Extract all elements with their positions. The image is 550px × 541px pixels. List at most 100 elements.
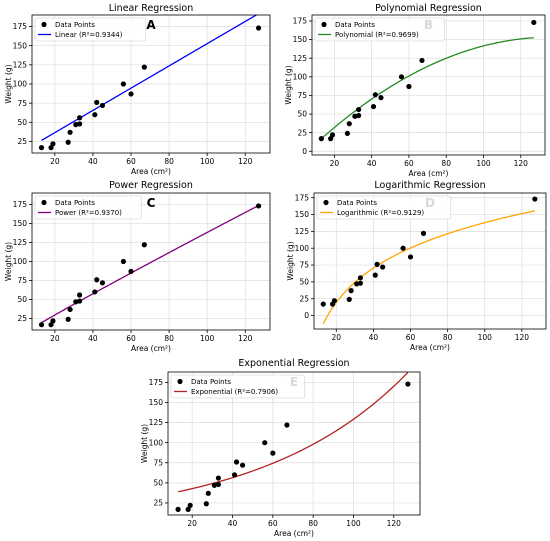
chart-title: Logarithmic Regression — [374, 180, 485, 191]
data-point — [255, 25, 262, 31]
y-tick-label: 75 — [153, 458, 163, 467]
x-tick-label: 120 — [514, 159, 529, 168]
x-axis-label: Area (cm²) — [131, 344, 171, 353]
y-tick-label: 0 — [304, 311, 309, 320]
y-tick-label: 25 — [17, 137, 27, 146]
y-axis-label: Weight (g) — [284, 65, 293, 104]
chart-panel-a: 20 40 60 80 100 120 25 50 75 100 125 150 175 Area (cm… — [4, 3, 271, 176]
legend: Data Points Power (R²=0.9370) — [34, 195, 142, 220]
chart-panel-d: 20 40 60 80 100 120 0 25 50 75 100 125 150 175 Area (c… — [286, 180, 547, 352]
x-axis-label: Area (cm²) — [131, 167, 171, 176]
data-point — [420, 230, 427, 236]
x-tick-label: 20 — [330, 159, 340, 168]
legend-label-points: Data Points — [335, 21, 375, 29]
x-tick-label: 80 — [164, 334, 174, 343]
chart-title: Polynomial Regression — [375, 3, 482, 14]
y-tick-label: 75 — [17, 276, 27, 285]
data-point — [239, 462, 246, 468]
x-tick-label: 120 — [515, 333, 530, 342]
data-point — [233, 459, 240, 465]
data-point — [77, 298, 83, 304]
data-point — [67, 129, 73, 135]
data-point — [77, 121, 83, 127]
y-tick-label: 25 — [297, 128, 307, 137]
data-point — [120, 81, 126, 87]
data-point — [407, 254, 414, 260]
data-point — [92, 289, 98, 295]
x-tick-label: 20 — [50, 157, 60, 166]
data-point — [94, 99, 100, 105]
y-tick-label: 25 — [153, 499, 163, 508]
data-point — [185, 506, 191, 512]
legend-box — [316, 195, 452, 220]
y-tick-label: 75 — [297, 91, 307, 100]
data-point — [67, 306, 73, 313]
legend-marker-points — [323, 199, 329, 206]
data-point — [398, 74, 405, 80]
data-point — [378, 95, 384, 101]
data-point — [262, 440, 268, 446]
data-point — [50, 318, 56, 324]
data-point — [284, 422, 290, 428]
data-point — [318, 136, 324, 142]
data-point — [231, 472, 238, 478]
x-tick-label: 20 — [187, 519, 197, 528]
data-point — [211, 482, 217, 488]
data-point — [38, 145, 45, 151]
data-point — [344, 130, 351, 137]
x-tick-label: 80 — [164, 157, 174, 166]
chart-panel-b: 20 40 60 80 100 120 0 25 50 75 100 125 150 175 Area (c… — [284, 3, 546, 178]
legend-label-points: Data Points — [337, 199, 377, 207]
legend-label-points: Data Points — [55, 199, 95, 207]
data-point — [370, 103, 377, 110]
y-axis-label: Weight (g) — [4, 242, 13, 281]
data-point — [374, 261, 380, 267]
legend-box — [34, 17, 147, 42]
x-tick-label: 60 — [406, 333, 416, 342]
y-axis-label: Weight (g) — [140, 424, 149, 463]
x-tick-label: 120 — [238, 334, 253, 343]
y-tick-label: 175 — [295, 193, 310, 202]
y-tick-label: 175 — [13, 200, 28, 209]
legend-label-fit: Linear (R²=0.9344) — [55, 31, 123, 39]
y-tick-label: 175 — [13, 22, 28, 31]
data-point — [380, 264, 386, 270]
data-point — [346, 121, 352, 127]
x-tick-label: 60 — [404, 159, 414, 168]
legend-label-fit: Exponential (R²=0.7906) — [191, 388, 278, 396]
legend-label-fit: Polynomial (R²=0.9699) — [335, 31, 419, 39]
y-tick-label: 150 — [149, 398, 164, 407]
x-tick-label: 80 — [443, 333, 453, 342]
x-tick-label: 40 — [367, 159, 377, 168]
x-tick-label: 20 — [331, 333, 341, 342]
chart-title: Power Regression — [109, 180, 193, 191]
y-tick-label: 25 — [17, 314, 27, 323]
chart-title: Linear Regression — [109, 3, 194, 14]
data-point — [405, 381, 411, 387]
y-tick-label: 100 — [293, 72, 308, 81]
legend: Data Points Linear (R²=0.9344) — [34, 17, 147, 42]
data-point — [255, 203, 262, 209]
legend-box — [34, 195, 142, 220]
x-axis-label: Area (cm²) — [409, 169, 449, 178]
y-tick-label: 125 — [13, 238, 28, 247]
y-tick-label: 75 — [17, 99, 27, 108]
data-point — [120, 258, 126, 265]
data-point — [356, 112, 362, 119]
legend-box — [314, 17, 445, 42]
x-tick-label: 80 — [441, 159, 451, 168]
legend: Data Points Polynomial (R²=0.9699) — [314, 17, 445, 42]
legend-marker-points — [177, 378, 183, 385]
data-point — [187, 502, 193, 508]
y-tick-label: 50 — [153, 478, 163, 487]
x-tick-label: 100 — [200, 334, 215, 343]
y-tick-label: 100 — [149, 438, 164, 447]
x-tick-label: 40 — [88, 334, 98, 343]
legend-marker-points — [321, 21, 327, 28]
data-point — [48, 145, 54, 151]
x-axis-label: Area (cm²) — [274, 529, 314, 538]
data-point — [357, 280, 363, 286]
x-tick-label: 80 — [308, 519, 318, 528]
x-tick-label: 100 — [346, 519, 361, 528]
